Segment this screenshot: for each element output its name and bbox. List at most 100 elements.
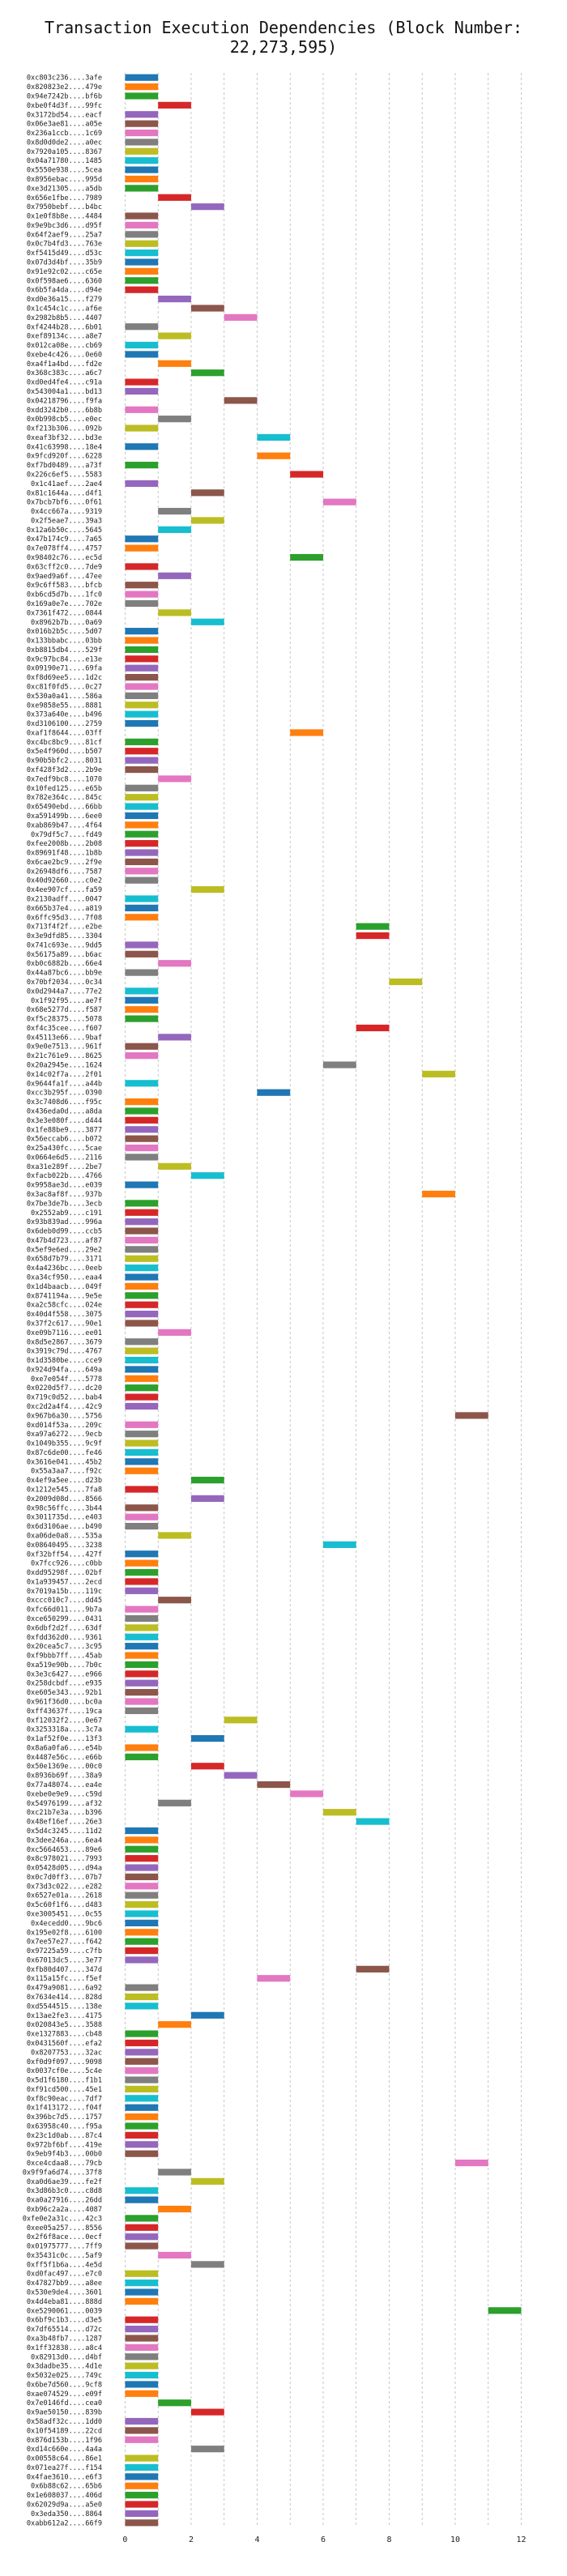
- bar: [125, 92, 159, 100]
- bar: [125, 535, 159, 543]
- transaction-label: 0xf213b306....092b: [27, 425, 102, 433]
- transaction-label: 0x9c6ff583....bfcb: [27, 582, 102, 590]
- bar: [125, 1227, 159, 1235]
- transaction-label: 0x0b998cb5....e0ec: [27, 416, 102, 424]
- bar: [125, 139, 159, 146]
- bar: [125, 591, 159, 598]
- bar: [125, 1559, 159, 1567]
- bar: [125, 1606, 159, 1613]
- bar: [125, 2325, 159, 2333]
- bar: [125, 175, 159, 183]
- transaction-label: 0x658d7b79....3171: [27, 1256, 102, 1264]
- x-tick-label: 4: [254, 2535, 259, 2544]
- transaction-label: 0x3eda350....8864: [31, 2510, 102, 2518]
- bar: [125, 2187, 159, 2194]
- transaction-label: 0x8c978021....7993: [27, 1855, 102, 1863]
- bar: [158, 295, 191, 303]
- transaction-label: 0xa4f1a4bd....fd2e: [27, 360, 102, 369]
- bar: [125, 2417, 159, 2425]
- transaction-label: 0x656e1fbe....7989: [27, 194, 102, 203]
- bar: [125, 1614, 159, 1623]
- bar: [125, 1744, 159, 1751]
- bar: [125, 757, 159, 764]
- bar: [190, 886, 224, 893]
- transaction-label: 0xe605e343....92b1: [27, 1689, 102, 1697]
- transaction-label: 0xf5c28375....5078: [27, 1016, 102, 1024]
- transaction-label: 0x3d86b3c0....c8d8: [27, 2187, 102, 2195]
- transaction-label: 0x56175a89....b6ac: [27, 951, 102, 959]
- transaction-label: 0x0f598ae6....6360: [27, 277, 102, 285]
- bar: [125, 2131, 159, 2139]
- transaction-label: 0x5c60f1f6....d483: [27, 1901, 102, 1909]
- x-tick-label: 12: [516, 2535, 526, 2544]
- transaction-label: 0xabb612a2....66f9: [27, 2519, 102, 2527]
- transaction-label: 0x9aed9a6f....47ee: [27, 573, 102, 581]
- bar: [125, 637, 159, 644]
- transaction-label: 0x967b6a30....5756: [27, 1412, 102, 1420]
- transaction-label: 0x6cae2bc9....2f9e: [27, 859, 102, 867]
- bar: [125, 1652, 159, 1659]
- bar: [125, 2104, 159, 2111]
- bar: [125, 1246, 159, 1253]
- transaction-label: 0x3e9dfd85....3304: [27, 932, 102, 940]
- transaction-label: 0xd14c660e....4a4a: [27, 2446, 102, 2454]
- transaction-label: 0x10fed125....e65b: [27, 785, 102, 793]
- bar: [125, 1448, 159, 1456]
- bar: [190, 2261, 224, 2268]
- bar: [125, 646, 159, 654]
- bar: [125, 185, 159, 192]
- transaction-label: 0x5d4c3245....11d2: [27, 1828, 102, 1836]
- transaction-label: 0x012ca08e....cb69: [27, 342, 102, 350]
- transaction-label: 0x972bf6bf....419e: [27, 2141, 102, 2149]
- bar: [158, 1799, 191, 1806]
- transaction-label: 0x54976199....af32: [27, 1800, 102, 1808]
- bar: [125, 683, 159, 690]
- bar: [125, 2030, 159, 2037]
- transaction-label: 0xfacb022b....4766: [27, 1172, 102, 1180]
- transaction-label: 0x258dcbdf....e935: [27, 1680, 102, 1688]
- transaction-label: 0x782e364c....845c: [27, 794, 102, 802]
- transaction-label: 0xc81f0fd5....0c27: [27, 684, 102, 692]
- bar: [125, 2039, 159, 2047]
- bar: [190, 2408, 224, 2416]
- bar: [125, 784, 159, 791]
- bar: [125, 1393, 159, 1401]
- bar: [322, 498, 356, 505]
- bar: [125, 1956, 159, 1964]
- bar: [125, 1891, 159, 1899]
- bar: [158, 360, 191, 367]
- transaction-label: 0x70bf2034....0c34: [27, 979, 102, 987]
- bar: [125, 702, 159, 709]
- x-tick-label: 6: [321, 2535, 326, 2544]
- bar: [125, 1864, 159, 1871]
- transaction-label: 0xc803c236....3afe: [27, 75, 102, 83]
- bar: [125, 655, 159, 663]
- transaction-label: 0x08640495....3238: [27, 1542, 102, 1550]
- bar: [125, 480, 159, 487]
- transaction-label: 0xa0d6ae39....fe2f: [27, 2178, 102, 2186]
- transaction-label: 0x1e0f8b8e....4484: [27, 213, 102, 221]
- transaction-label: 0x9f9fa6d74....37f8: [23, 2169, 102, 2177]
- transaction-label: 0x7634e414....828d: [27, 1994, 102, 2002]
- bar: [125, 1753, 159, 1760]
- bar: [125, 719, 159, 727]
- bar: [125, 221, 159, 229]
- bar: [125, 1052, 159, 1060]
- bar: [125, 1273, 159, 1281]
- bar: [125, 424, 159, 432]
- bar: [125, 1421, 159, 1428]
- transaction-label: 0x8962b7b....0a69: [31, 619, 102, 627]
- transaction-label: 0x4a4236bc....0eeb: [27, 1265, 102, 1273]
- y-axis-labels: 0xc803c236....3afe0x820823e2....479e0x94…: [23, 75, 102, 2528]
- bar: [190, 305, 224, 312]
- transaction-label: 0x7019a15b....119c: [27, 1588, 102, 1596]
- bar: [125, 1698, 159, 1705]
- bar: [125, 1550, 159, 1558]
- bar: [125, 2150, 159, 2157]
- transaction-label: 0x81c1644a....d4f1: [27, 489, 102, 497]
- bar: [125, 1827, 159, 1835]
- bar: [125, 1439, 159, 1447]
- transaction-label: 0xd0e36a15....f279: [27, 296, 102, 304]
- bar: [190, 1477, 224, 1484]
- transaction-label: 0x89691f48....1b8b: [27, 850, 102, 858]
